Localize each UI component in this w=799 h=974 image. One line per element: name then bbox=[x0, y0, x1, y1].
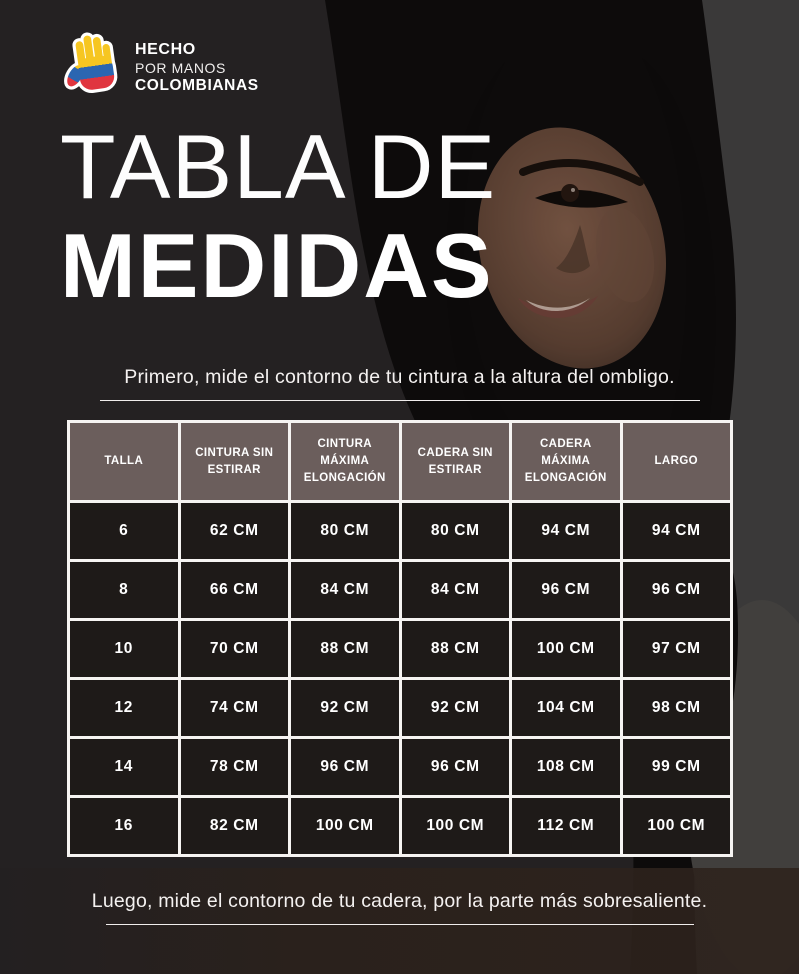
brand-logo: HECHO POR MANOS COLOMBIANAS bbox=[64, 30, 259, 100]
instruction-top: Primero, mide el contorno de tu cintura … bbox=[0, 366, 799, 401]
measure-cell: 62 CM bbox=[177, 500, 291, 562]
logo-word-hecho: HECHO bbox=[135, 41, 196, 59]
column-header: LARGO bbox=[619, 420, 733, 503]
measure-cell: 96 CM bbox=[288, 736, 402, 798]
measure-cell: 84 CM bbox=[288, 559, 402, 621]
table-row: 6 62 CM 80 CM 80 CM 94 CM 94 CM bbox=[67, 500, 733, 562]
measure-cell: 100 CM bbox=[398, 795, 512, 857]
measure-cell: 88 CM bbox=[288, 618, 402, 680]
instruction-bottom-text: Luego, mide el contorno de tu cadera, po… bbox=[91, 890, 708, 912]
table-row: 16 82 CM 100 CM 100 CM 112 CM 100 CM bbox=[67, 795, 733, 857]
table-row: 12 74 CM 92 CM 92 CM 104 CM 98 CM bbox=[67, 677, 733, 739]
measure-cell: 104 CM bbox=[509, 677, 623, 739]
table-row: 10 70 CM 88 CM 88 CM 100 CM 97 CM bbox=[67, 618, 733, 680]
measure-cell: 70 CM bbox=[177, 618, 291, 680]
measure-cell: 100 CM bbox=[509, 618, 623, 680]
size-cell: 10 bbox=[67, 618, 181, 680]
measure-cell: 96 CM bbox=[398, 736, 512, 798]
measure-cell: 66 CM bbox=[177, 559, 291, 621]
page-title: TABLA DE MEDIDAS bbox=[60, 118, 496, 316]
measure-cell: 80 CM bbox=[398, 500, 512, 562]
divider-bottom bbox=[105, 924, 694, 925]
measure-cell: 92 CM bbox=[398, 677, 512, 739]
instruction-top-text: Primero, mide el contorno de tu cintura … bbox=[124, 366, 675, 388]
colombian-flag-hand-icon bbox=[64, 32, 118, 93]
column-header: CADERA SIN ESTIRAR bbox=[398, 420, 512, 503]
size-cell: 16 bbox=[67, 795, 181, 857]
table-row: 14 78 CM 96 CM 96 CM 108 CM 99 CM bbox=[67, 736, 733, 798]
table-body: 6 62 CM 80 CM 80 CM 94 CM 94 CM 8 66 CM 84 CM 84 … bbox=[67, 500, 733, 857]
page-title-line1: TABLA DE bbox=[60, 117, 497, 218]
logo-word-por-manos: POR MANOS bbox=[135, 60, 226, 77]
column-header: CADERA MÁXIMA ELONGACIÓN bbox=[509, 420, 623, 503]
measure-cell: 88 CM bbox=[398, 618, 512, 680]
measure-cell: 96 CM bbox=[619, 559, 733, 621]
column-header: CINTURA SIN ESTIRAR bbox=[177, 420, 291, 503]
measure-cell: 99 CM bbox=[619, 736, 733, 798]
table-header-row: TALLA CINTURA SIN ESTIRAR CINTURA MÁXIMA E… bbox=[67, 420, 733, 503]
measure-cell: 84 CM bbox=[398, 559, 512, 621]
measure-cell: 112 CM bbox=[509, 795, 623, 857]
column-header: TALLA bbox=[67, 420, 181, 503]
measure-cell: 98 CM bbox=[619, 677, 733, 739]
measure-cell: 108 CM bbox=[509, 736, 623, 798]
measure-cell: 74 CM bbox=[177, 677, 291, 739]
page-title-line2: MEDIDAS bbox=[60, 216, 494, 317]
measure-cell: 78 CM bbox=[177, 736, 291, 798]
size-cell: 12 bbox=[67, 677, 181, 739]
size-cell: 8 bbox=[67, 559, 181, 621]
size-table: TALLA CINTURA SIN ESTIRAR CINTURA MÁXIMA E… bbox=[67, 420, 733, 857]
measure-cell: 80 CM bbox=[288, 500, 402, 562]
measure-cell: 100 CM bbox=[288, 795, 402, 857]
brand-logo-text: HECHO POR MANOS COLOMBIANAS bbox=[135, 35, 259, 95]
size-cell: 6 bbox=[67, 500, 181, 562]
measure-cell: 97 CM bbox=[619, 618, 733, 680]
divider-top bbox=[99, 400, 700, 401]
size-cell: 14 bbox=[67, 736, 181, 798]
measure-cell: 94 CM bbox=[509, 500, 623, 562]
table-row: 8 66 CM 84 CM 84 CM 96 CM 96 CM bbox=[67, 559, 733, 621]
measure-cell: 94 CM bbox=[619, 500, 733, 562]
measure-cell: 100 CM bbox=[619, 795, 733, 857]
measure-cell: 92 CM bbox=[288, 677, 402, 739]
measure-cell: 96 CM bbox=[509, 559, 623, 621]
measure-cell: 82 CM bbox=[177, 795, 291, 857]
logo-word-colombianas: COLOMBIANAS bbox=[135, 76, 259, 94]
column-header: CINTURA MÁXIMA ELONGACIÓN bbox=[288, 420, 402, 503]
instruction-bottom: Luego, mide el contorno de tu cadera, po… bbox=[0, 890, 799, 925]
